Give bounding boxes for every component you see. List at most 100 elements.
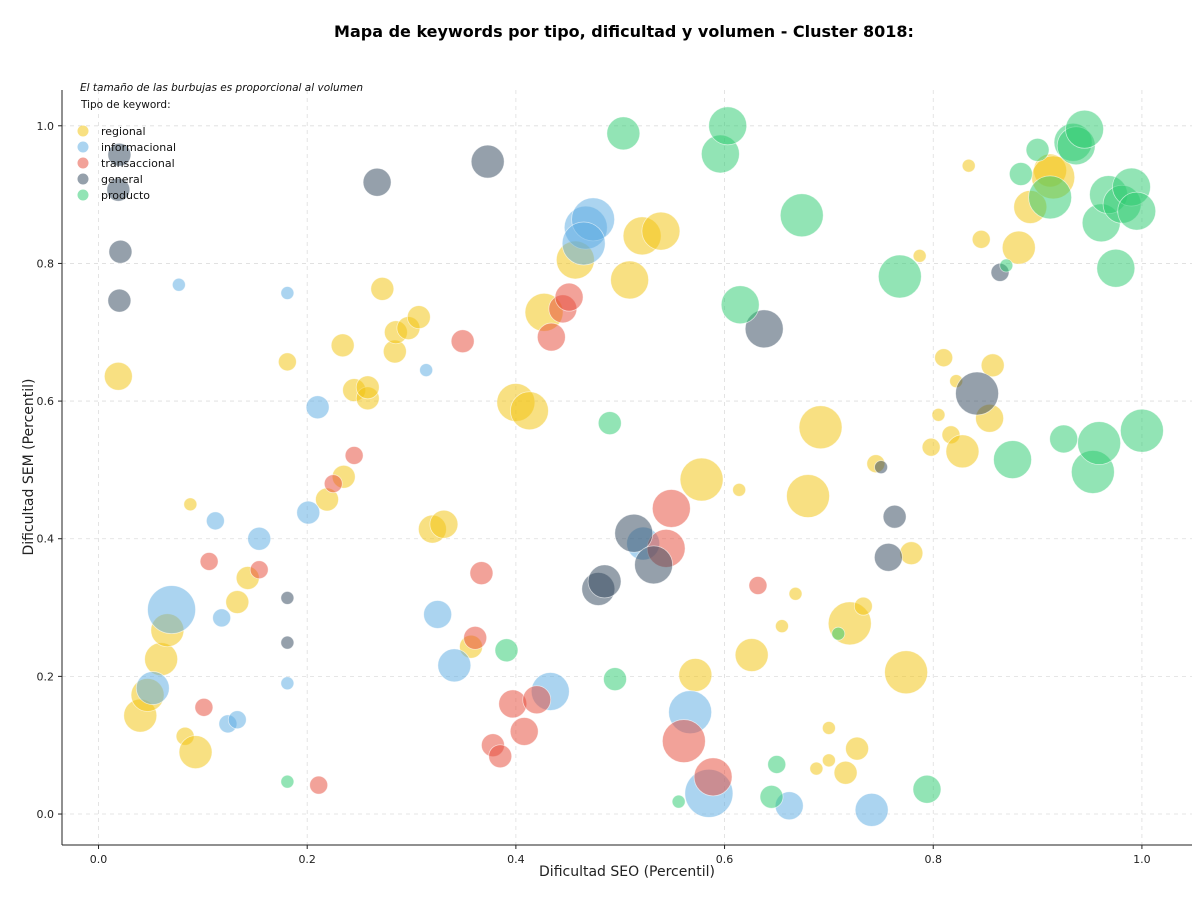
bubble-regional xyxy=(788,586,803,601)
legend-marker-producto xyxy=(77,189,89,201)
bubble-regional xyxy=(144,642,179,677)
y-tick-label: 0.6 xyxy=(37,395,55,408)
bubble-transaccional xyxy=(498,689,528,719)
bubble-regional xyxy=(225,590,250,614)
bubble-general xyxy=(874,460,888,475)
bubble-informacional xyxy=(437,648,472,683)
bubble-regional xyxy=(921,437,941,457)
bubble-producto xyxy=(597,411,622,436)
bubble-regional xyxy=(734,638,769,672)
bubble-regional xyxy=(178,735,213,769)
bubble-transaccional xyxy=(661,719,706,763)
bubble-informacional xyxy=(280,286,295,300)
legend-label-informacional: informacional xyxy=(101,141,176,154)
legend-marker-informacional xyxy=(77,141,89,153)
bubble-general xyxy=(744,309,784,349)
bubble-transaccional xyxy=(463,625,488,650)
bubble-transaccional xyxy=(323,474,343,494)
legend-label-producto: producto xyxy=(101,189,150,202)
bubble-producto xyxy=(1008,162,1033,186)
x-tick-label: 0.0 xyxy=(90,853,108,866)
bubble-transaccional xyxy=(450,329,475,354)
bubble-general xyxy=(614,513,654,553)
bubble-producto xyxy=(912,774,942,804)
bubble-producto xyxy=(1028,175,1072,220)
bubble-informacional xyxy=(227,710,247,730)
y-tick-label: 0.2 xyxy=(37,670,55,683)
legend-marker-regional xyxy=(77,125,89,137)
bubble-producto xyxy=(606,116,641,151)
y-tick-label: 0.0 xyxy=(37,808,55,821)
bubble-general xyxy=(108,239,133,264)
x-tick-label: 0.2 xyxy=(298,853,316,866)
bubble-producto xyxy=(831,626,846,641)
bubble-regional xyxy=(934,348,954,368)
bubble-regional xyxy=(833,760,858,785)
bubble-transaccional xyxy=(748,576,768,595)
bubble-regional xyxy=(678,658,713,692)
bubbles xyxy=(103,106,1164,827)
bubble-transaccional xyxy=(651,489,691,528)
bubble-producto xyxy=(877,254,922,299)
bubble-regional xyxy=(103,361,133,391)
bubble-informacional xyxy=(147,585,196,635)
bubble-regional xyxy=(510,391,549,431)
bubble-regional xyxy=(853,596,873,616)
grid xyxy=(62,90,1192,845)
bubble-producto xyxy=(767,755,787,774)
bubble-regional xyxy=(931,407,946,422)
legend-marker-transaccional xyxy=(77,157,89,169)
bubble-regional xyxy=(845,736,869,761)
legend-marker-general xyxy=(77,173,89,185)
bubble-informacional xyxy=(423,600,453,629)
bubble-transaccional xyxy=(554,282,584,312)
bubble-informacional xyxy=(171,277,186,292)
bubble-regional xyxy=(971,229,991,249)
bubble-regional xyxy=(821,721,836,735)
x-axis-title: Dificultad SEO (Percentil) xyxy=(539,864,715,880)
bubble-regional xyxy=(679,457,724,502)
bubble-general xyxy=(280,591,295,605)
bubble-regional xyxy=(945,434,980,469)
bubble-general xyxy=(280,635,295,650)
bubble-producto xyxy=(1049,424,1079,454)
bubble-informacional xyxy=(561,221,606,266)
bubble-producto xyxy=(993,440,1032,479)
bubble-transaccional xyxy=(249,560,269,580)
bubble-producto xyxy=(1096,248,1136,288)
x-tick-label: 0.6 xyxy=(716,853,734,866)
bubble-informacional xyxy=(247,526,272,551)
bubble-producto xyxy=(779,193,824,238)
bubble-informacional xyxy=(212,608,232,628)
bubble-regional xyxy=(429,509,459,539)
bubble-regional xyxy=(821,753,836,768)
bubble-regional xyxy=(899,541,924,566)
bubble-informacional xyxy=(296,500,321,525)
bubble-informacional xyxy=(854,792,889,827)
bubble-producto xyxy=(1077,421,1122,465)
bubble-regional xyxy=(277,352,297,372)
bubble-general xyxy=(470,144,505,179)
bubble-regional xyxy=(980,353,1005,378)
legend: Tipo de keyword: regional informacional tr… xyxy=(77,99,176,202)
bubble-regional xyxy=(641,211,681,251)
bubble-producto xyxy=(999,258,1014,273)
y-axis-title: Dificultad SEM (Percentil) xyxy=(21,379,37,556)
bubble-producto xyxy=(494,638,519,663)
bubble-producto xyxy=(759,784,784,809)
legend-label-regional: regional xyxy=(101,125,146,138)
chart-title: Mapa de keywords por tipo, dificultad y … xyxy=(334,22,914,41)
bubble-producto xyxy=(280,774,295,789)
size-note: El tamaño de las burbujas es proporciona… xyxy=(80,82,363,94)
bubble-producto xyxy=(603,667,627,692)
bubble-regional xyxy=(732,482,747,497)
x-tick-label: 0.4 xyxy=(507,853,525,866)
bubble-transaccional xyxy=(536,322,566,352)
y-tick-label: 0.8 xyxy=(37,257,55,270)
bubble-general xyxy=(882,504,907,529)
y-tick-label: 0.4 xyxy=(37,533,55,546)
bubble-general xyxy=(107,142,132,167)
bubble-regional xyxy=(406,305,431,330)
bubble-transaccional xyxy=(194,697,214,717)
